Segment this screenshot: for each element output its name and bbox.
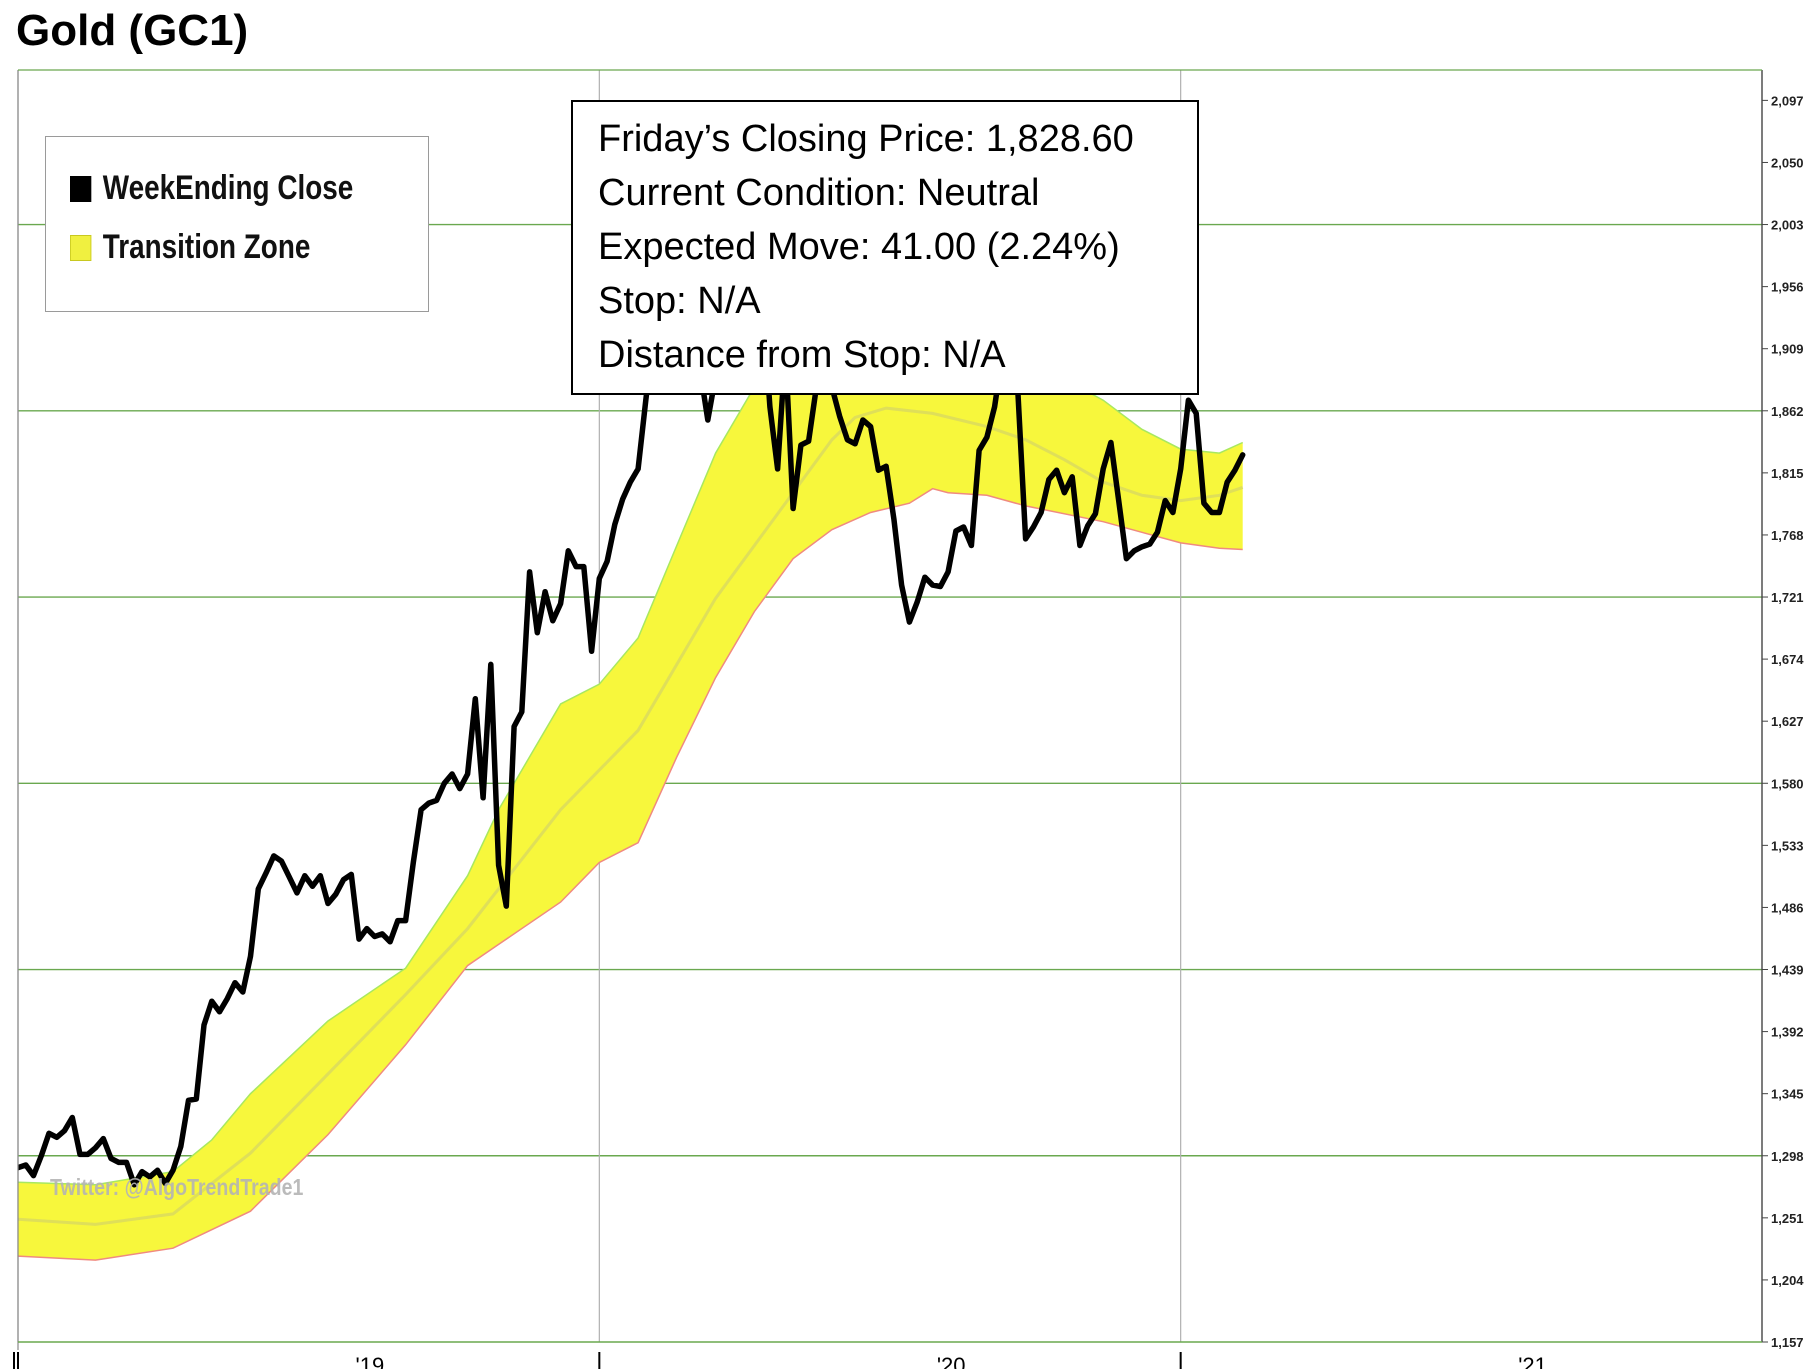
axes — [17, 69, 1763, 1350]
legend-label-zone: Transition Zone — [102, 228, 311, 266]
transition-zone-fill — [18, 301, 1243, 1261]
y-tick-label: 1,815 — [1771, 466, 1804, 481]
legend-swatch-close — [70, 175, 92, 202]
y-tick-label: 1,862 — [1771, 404, 1804, 419]
y-tick-label: 1,392 — [1771, 1025, 1804, 1040]
y-tick-label: 1,956 — [1771, 280, 1804, 295]
x-tick-label: '20 — [937, 1353, 966, 1369]
y-tick-label: 1,580 — [1771, 776, 1804, 791]
x-tick-label: '19 — [356, 1353, 385, 1369]
legend-label-close: WeekEnding Close — [102, 169, 354, 207]
y-axis-tick-labels: 2,097 2,050 2,003 1,956 1,909 1,862 1,815 1,768… — [1762, 93, 1804, 1350]
y-tick-label: 2,003 — [1771, 218, 1804, 233]
transition-zone-lower-edge — [18, 487, 1243, 1261]
legend-item-zone: Transition Zone — [70, 228, 310, 267]
close-price-line — [18, 221, 1246, 1188]
y-tick-label: 1,439 — [1771, 963, 1804, 978]
y-tick-label: 2,097 — [1771, 93, 1804, 108]
legend-swatch-zone — [70, 234, 92, 261]
y-tick-label: 1,251 — [1771, 1211, 1804, 1226]
y-tick-label: 1,909 — [1771, 342, 1804, 357]
y-tick-label: 1,157 — [1771, 1335, 1804, 1350]
stop-text: Stop: N/A — [598, 280, 761, 322]
watermark: Twitter: @AlgoTrendTrade1 — [50, 1174, 304, 1200]
y-tick-label: 2,050 — [1771, 155, 1804, 170]
y-tick-label: 1,533 — [1771, 838, 1804, 853]
closing-price-text: Friday’s Closing Price: 1,828.60 — [598, 118, 1134, 160]
distance-from-stop-text: Distance from Stop: N/A — [598, 334, 1006, 376]
legend: WeekEnding Close Transition Zone — [45, 136, 429, 312]
chart-title: Gold (GC1) — [16, 6, 249, 55]
weekending-close-series — [18, 221, 1246, 1188]
y-tick-label: 1,768 — [1771, 528, 1804, 543]
y-tick-label: 1,674 — [1771, 652, 1804, 667]
legend-item-close: WeekEnding Close — [70, 169, 353, 208]
transition-zone-band — [18, 300, 1244, 1261]
y-tick-label: 1,486 — [1771, 900, 1804, 915]
y-tick-label: 1,721 — [1771, 590, 1804, 605]
y-tick-label: 1,204 — [1771, 1273, 1804, 1288]
y-tick-label: 1,345 — [1771, 1087, 1804, 1102]
transition-zone-midline — [18, 406, 1244, 1226]
x-axis-tick-labels: '19 '20 '21 — [13, 1352, 1547, 1369]
expected-move-text: Expected Move: 41.00 (2.24%) — [598, 226, 1120, 268]
x-tick-label: '21 — [1518, 1353, 1547, 1369]
info-box: Friday’s Closing Price: 1,828.60 Current… — [571, 100, 1199, 395]
y-tick-label: 1,627 — [1771, 714, 1804, 729]
y-tick-label: 1,298 — [1771, 1149, 1804, 1164]
current-condition-text: Current Condition: Neutral — [598, 172, 1040, 214]
